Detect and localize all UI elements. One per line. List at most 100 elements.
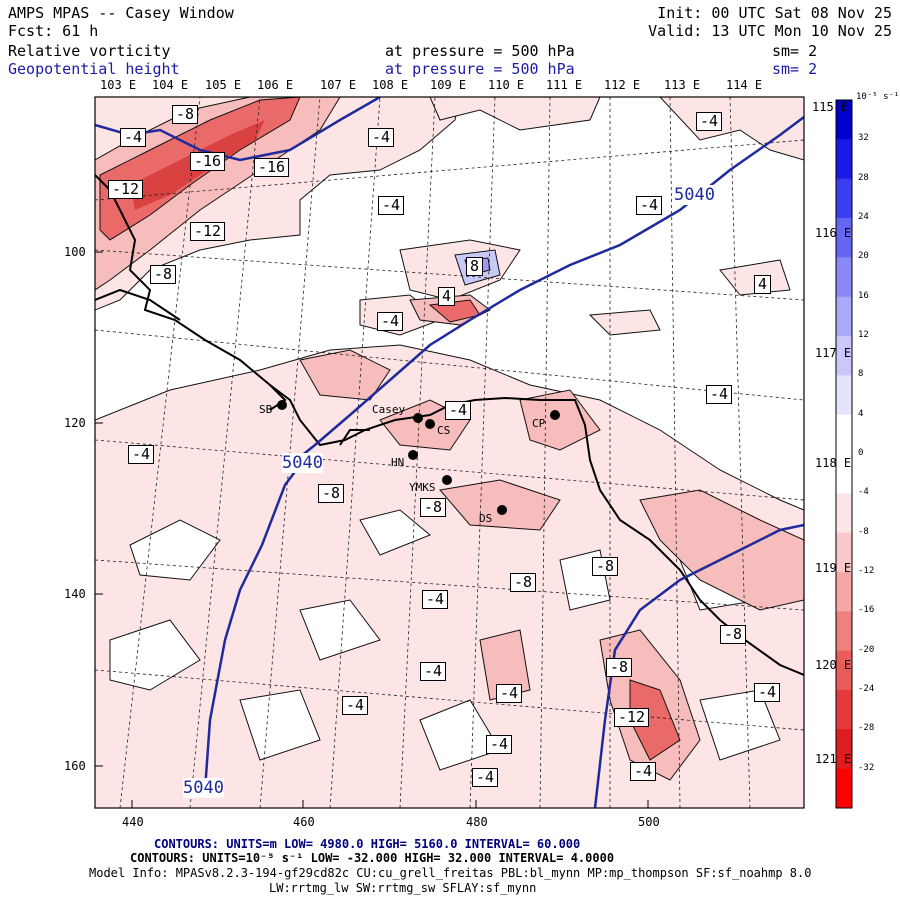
plot-title: AMPS MPAS -- Casey Window [8,4,234,22]
colorbar-swatch [836,572,852,612]
lon-label-top: 103 E [100,78,137,92]
footer-physics: LW:rrtmg_lw SW:rrtmg_sw SFLAY:sf_mynn [269,881,537,895]
station-marker [442,475,452,485]
lon-label-right: 115 E [812,100,849,114]
colorbar-level-label: 28 [858,172,869,183]
vorticity-contour-label: -4 [342,696,369,715]
station-label: YMKS [409,481,436,494]
vorticity-contour-label: -8 [318,484,345,503]
station-marker [497,505,507,515]
vorticity-contour-label: -8 [720,625,747,644]
station-marker [408,450,418,460]
lon-label-right: 117 E [815,346,852,360]
vorticity-contour-label: -8 [510,573,537,592]
colorbar-unit: 10⁻⁵ s⁻¹ [856,92,900,102]
colorbar-level-label: -32 [858,762,875,773]
colorbar-level-label: 24 [858,212,869,222]
station-marker [425,419,435,429]
lon-label-top: 106 E [257,78,294,92]
colorbar-level-label: 0 [858,448,864,458]
y-tick-label: 140 [64,587,86,601]
x-tick-label: 500 [638,815,660,829]
x-tick-label: 480 [466,815,488,829]
height-contour-label: 5040 [282,453,323,473]
colorbar [835,99,853,809]
colorbar-level-label: 20 [858,251,869,262]
vorticity-contour-label: -8 [172,105,199,124]
vorticity-contour-label: -4 [420,662,447,681]
x-tick-label: 460 [293,815,315,829]
field1-level: at pressure = 500 hPa [385,42,575,60]
vorticity-contour-label: -8 [150,265,177,284]
vorticity-contour-label: -4 [496,684,523,703]
field2-level: at pressure = 500 hPa [385,60,575,78]
station-label: Casey [372,403,406,416]
lon-label-top: 110 E [488,78,525,92]
plot-frame [94,96,805,809]
station-marker [413,413,423,423]
colorbar-level-label: -24 [858,684,875,694]
colorbar-level-label: -4 [858,487,869,498]
field2-name: Geopotential height [8,60,180,78]
field1-smoothing: sm= 2 [772,42,818,60]
colorbar-level-label: 16 [858,290,869,301]
vorticity-contour-label: -16 [254,158,290,177]
colorbar-level-label: -12 [858,566,875,576]
vorticity-contour-label: -4 [754,683,781,702]
y-tick-label: 100 [64,245,86,259]
colorbar-swatch [836,257,852,298]
vorticity-contour-label: -12 [190,222,226,241]
vorticity-contour-label: 4 [754,275,772,294]
height-contour-label: 5040 [674,185,715,205]
vorticity-contour-label: -16 [190,152,226,171]
vorticity-contour-label: -4 [445,401,472,420]
vorticity-contour-label: -4 [368,128,395,147]
station-label: DS [479,512,493,525]
vorticity-contour-label: -12 [614,708,650,727]
lon-label-top: 104 E [152,78,189,92]
field1-name: Relative vorticity [8,42,171,60]
lon-label-top: 112 E [604,78,641,92]
colorbar-level-label: 8 [858,369,864,380]
lon-label-right: 120 E [815,658,852,672]
lon-label-right: 116 E [815,226,852,240]
x-tick-label: 440 [122,815,144,829]
colorbar-swatch [836,414,852,455]
colorbar-swatch [836,100,852,140]
vorticity-contour-label: -12 [108,180,144,199]
vorticity-contour-label: -8 [420,498,447,517]
footer-model-info: Model Info: MPASv8.2.3-194-gf29cd82c CU:… [89,866,812,880]
colorbar-swatch [836,296,852,337]
footer-vorticity-contours: CONTOURS: UNITS=10⁻⁵ s⁻¹ LOW= -32.000 HI… [130,851,615,865]
field2-smoothing: sm= 2 [772,60,818,78]
init-time: Init: 00 UTC Sat 08 Nov 25 [657,4,892,22]
colorbar-swatch [836,729,852,770]
lon-label-top: 105 E [205,78,242,92]
colorbar-level-label: -8 [858,526,869,537]
station-label: HN [391,456,405,469]
vorticity-contour-label: -4 [696,112,723,131]
height-contour-label: 5040 [183,778,224,798]
colorbar-swatch [836,690,852,730]
vorticity-contour-label: -4 [630,762,657,781]
station-label: CS [437,424,451,437]
colorbar-swatch [836,611,852,652]
colorbar-level-label: -28 [858,723,875,734]
colorbar-swatch [836,218,852,258]
lon-label-top: 109 E [430,78,467,92]
colorbar-level-label: 12 [858,330,869,340]
station-label: SB [259,403,273,416]
colorbar-swatch [836,375,852,416]
lon-label-right: 118 E [815,456,852,470]
vorticity-contour-label: -4 [378,196,405,215]
station-marker [550,410,560,420]
vorticity-contour-label: -4 [128,445,155,464]
colorbar-swatch [836,768,852,809]
colorbar-level-label: 32 [858,133,869,144]
colorbar-swatch [836,178,852,219]
vorticity-contour-label: -4 [422,590,449,609]
vorticity-contour-label: -4 [636,196,663,215]
lon-label-top: 111 E [546,78,583,92]
vorticity-contour-label: -8 [606,658,633,677]
